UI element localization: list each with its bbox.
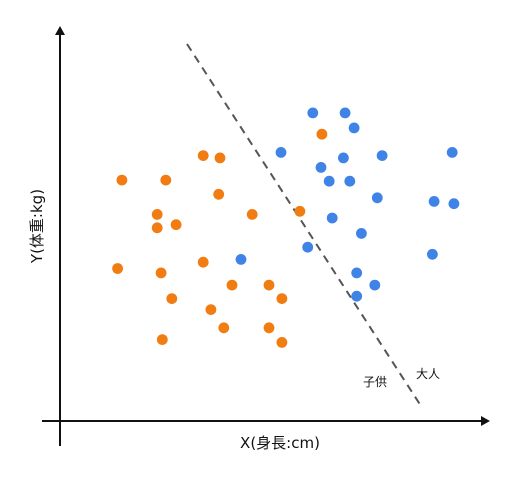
series-1-point-9 bbox=[246, 209, 258, 220]
child-region-label: 子供 bbox=[363, 375, 387, 389]
series-1-point-13 bbox=[197, 256, 209, 268]
series-2-point-1 bbox=[307, 107, 319, 119]
scatter-points bbox=[112, 107, 460, 348]
series-1-point-17 bbox=[166, 293, 178, 304]
series-1-point-15 bbox=[263, 279, 275, 291]
series-2-point-17 bbox=[427, 248, 438, 260]
series-1-point-18 bbox=[205, 304, 217, 315]
series-1-point-23 bbox=[316, 128, 328, 140]
series-2-point-12 bbox=[428, 196, 440, 207]
series-2-point-21 bbox=[235, 254, 247, 265]
series-2-point-13 bbox=[448, 198, 460, 210]
series-2-point-5 bbox=[315, 162, 327, 173]
series-2-point-4 bbox=[275, 147, 287, 158]
series-1-point-8 bbox=[170, 219, 182, 231]
decision-boundary-line bbox=[186, 43, 422, 407]
series-2-point-2 bbox=[339, 107, 351, 119]
y-axis-arrowhead bbox=[55, 26, 65, 35]
series-2-point-9 bbox=[323, 175, 335, 187]
series-1-point-5 bbox=[213, 188, 225, 200]
series-1-point-4 bbox=[214, 152, 226, 164]
series-2-point-14 bbox=[326, 212, 338, 224]
series-2-point-18 bbox=[351, 267, 363, 279]
series-1-point-22 bbox=[156, 334, 168, 345]
series-1-point-3 bbox=[197, 150, 209, 162]
series-1-point-11 bbox=[112, 263, 123, 274]
series-1-point-21 bbox=[276, 337, 288, 348]
series-1-point-1 bbox=[116, 174, 128, 186]
series-1-point-10 bbox=[294, 205, 306, 217]
series-1-point-7 bbox=[151, 222, 163, 234]
series-2-point-15 bbox=[356, 228, 367, 239]
series-2-point-3 bbox=[348, 122, 360, 134]
series-2-point-7 bbox=[376, 150, 388, 162]
series-1-point-6 bbox=[151, 209, 163, 220]
adult-region-label: 大人 bbox=[416, 367, 440, 381]
series-1-point-12 bbox=[155, 267, 167, 279]
series-1-point-19 bbox=[218, 322, 230, 334]
series-2-point-11 bbox=[371, 192, 383, 204]
y-axis-label: Y(体重:kg) bbox=[28, 189, 46, 264]
series-2-point-16 bbox=[302, 241, 314, 253]
series-2-point-19 bbox=[369, 279, 381, 291]
series-1-point-14 bbox=[226, 279, 238, 291]
series-2-point-20 bbox=[351, 290, 363, 302]
series-2-point-6 bbox=[338, 152, 349, 164]
series-1-point-2 bbox=[160, 174, 172, 186]
series-1-point-20 bbox=[263, 322, 275, 334]
series-2-point-8 bbox=[446, 147, 458, 158]
x-axis-arrowhead bbox=[481, 416, 490, 426]
series-2-point-10 bbox=[344, 175, 356, 187]
x-axis-label: X(身長:cm) bbox=[240, 434, 320, 452]
series-1-point-16 bbox=[276, 293, 288, 304]
